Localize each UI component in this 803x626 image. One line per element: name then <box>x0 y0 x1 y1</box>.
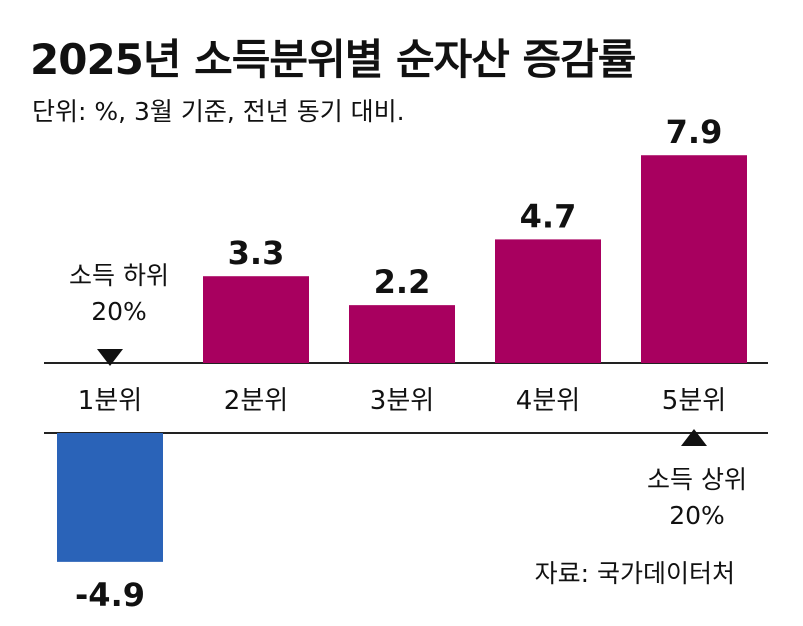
category-label-3: 3분위 <box>370 386 434 416</box>
income-low-note-line2: 20% <box>91 297 147 326</box>
bar-3 <box>349 305 455 363</box>
value-label-1: -4.9 <box>75 576 145 614</box>
income-high-note-line1: 소득 상위 <box>647 465 747 494</box>
category-label-1: 1분위 <box>78 386 142 416</box>
category-label-2: 2분위 <box>224 386 288 416</box>
pointer-down-triangle-icon <box>97 349 123 366</box>
value-label-4: 4.7 <box>520 197 577 235</box>
value-label-5: 7.9 <box>666 113 723 151</box>
income-high-note-line2: 20% <box>669 501 725 530</box>
income-low-note-line1: 소득 하위 <box>69 261 169 290</box>
category-label-4: 4분위 <box>516 386 580 416</box>
income-high-note: 소득 상위 20% <box>622 462 772 534</box>
bar-1 <box>57 433 163 562</box>
pointer-up-triangle-icon <box>681 429 707 446</box>
value-label-3: 2.2 <box>374 263 431 301</box>
bar-5 <box>641 155 747 363</box>
category-label-5: 5분위 <box>662 386 726 416</box>
bar-4 <box>495 239 601 363</box>
chart-title: 2025년 소득분위별 순자산 증감률 <box>30 35 636 84</box>
source-note: 자료: 국가데이터처 <box>534 559 735 588</box>
income-low-note: 소득 하위 20% <box>44 258 194 330</box>
bar-2 <box>203 276 309 363</box>
value-label-2: 3.3 <box>228 234 285 272</box>
chart-subtitle: 단위: %, 3월 기준, 전년 동기 대비. <box>32 97 405 126</box>
